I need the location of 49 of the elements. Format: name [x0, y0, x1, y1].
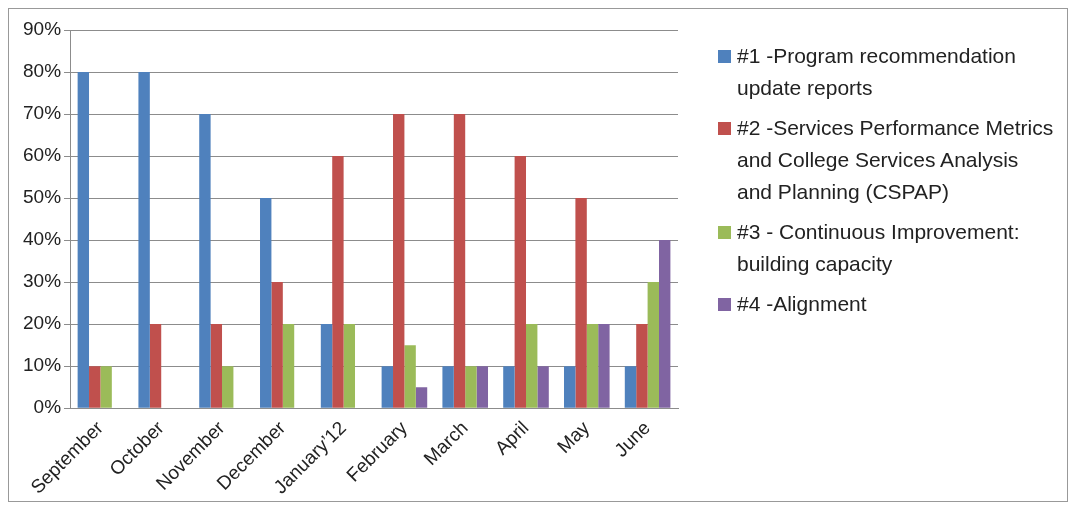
bar [415, 387, 428, 408]
bar [393, 114, 405, 408]
legend-label: #4 -Alignment [737, 291, 867, 317]
y-tick-label: 90% [23, 18, 62, 40]
bar [526, 324, 538, 408]
bar [320, 324, 333, 408]
legend-label: #3 - Continuous Improvement: building capacity [737, 219, 1021, 277]
bar [199, 114, 211, 408]
bar [636, 324, 648, 408]
bar [260, 198, 272, 408]
legend-label: #1 -Program recommendation update reports [737, 43, 1017, 101]
bar [514, 156, 527, 408]
bar [476, 366, 489, 408]
bar [442, 366, 454, 408]
bar [210, 324, 223, 408]
bar [465, 366, 477, 408]
y-tick-label: 10% [23, 354, 62, 376]
y-tick-label: 0% [33, 396, 62, 418]
y-tick-label: 20% [23, 312, 62, 334]
bar [282, 324, 295, 408]
y-tick-label: 50% [23, 186, 62, 208]
y-tick-label: 40% [23, 228, 62, 250]
bar [332, 156, 344, 408]
bar [564, 366, 576, 408]
bar [89, 366, 101, 408]
bar [404, 345, 416, 408]
bar [343, 324, 356, 408]
bar [222, 366, 234, 408]
bar [100, 366, 112, 408]
bar [659, 240, 671, 408]
bar [453, 114, 466, 408]
legend-label: #2 -Services Performance Metrics and College Services Analysis and Planning (CSPAP) [737, 115, 1055, 205]
bar [586, 324, 599, 408]
y-tick-label: 80% [23, 60, 62, 82]
x-tick-label: May [553, 416, 594, 458]
bar [537, 366, 549, 408]
y-tick-label: 70% [23, 102, 62, 124]
bar [271, 282, 283, 408]
bar [503, 366, 515, 408]
bar [598, 324, 610, 408]
bar [138, 72, 150, 408]
bar [149, 324, 162, 408]
bar [77, 72, 90, 408]
y-tick-label: 60% [23, 144, 62, 166]
bar [624, 366, 637, 408]
y-tick-label: 30% [23, 270, 62, 292]
bar [575, 198, 587, 408]
bar [381, 366, 394, 408]
bar [647, 282, 659, 408]
